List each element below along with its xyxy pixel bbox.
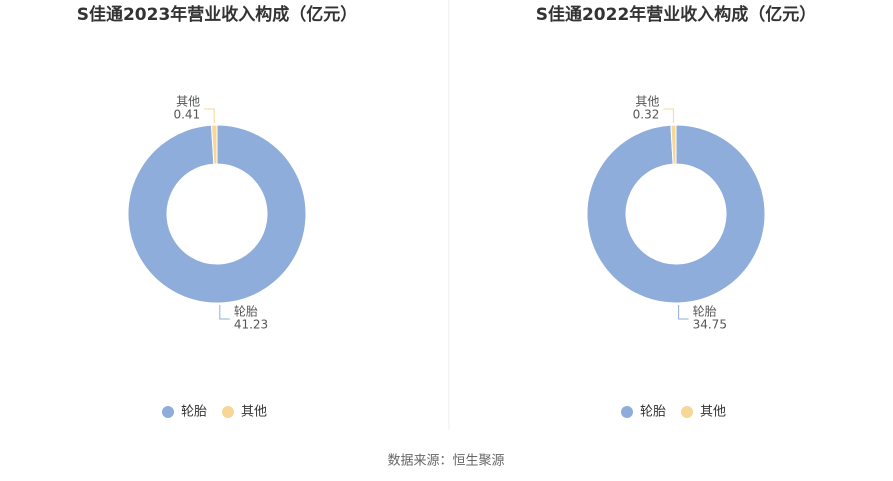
leader-line: [219, 304, 230, 320]
chart-title: S佳通2022年营业收入构成（亿元）: [536, 4, 817, 25]
slice: [670, 124, 677, 165]
legend-label: 轮胎: [181, 405, 207, 420]
slice-value: 0.41: [173, 108, 200, 122]
legend-label: 其他: [241, 405, 267, 420]
slice-value: 34.75: [693, 317, 727, 331]
chart-title: S佳通2023年营业收入构成（亿元）: [77, 4, 358, 25]
legend-label: 轮胎: [640, 405, 666, 420]
slice-value: 41.23: [234, 317, 268, 331]
slice: [127, 124, 307, 304]
legend-swatch: [621, 406, 633, 418]
legend-label: 其他: [700, 405, 726, 420]
legend-swatch: [162, 406, 174, 418]
slice-value: 0.32: [633, 108, 660, 122]
slice-label: 轮胎: [234, 304, 258, 318]
leader-line: [204, 108, 215, 124]
slice-label: 轮胎: [693, 304, 717, 318]
leader-line: [678, 304, 689, 320]
slice: [210, 124, 218, 165]
slice-label: 其他: [176, 95, 200, 109]
legend-swatch: [681, 406, 693, 418]
source: 数据来源：恒生聚源: [387, 454, 504, 469]
leader-line: [663, 108, 674, 124]
slice: [586, 124, 766, 304]
slice-label: 其他: [635, 95, 659, 109]
legend-swatch: [222, 406, 234, 418]
